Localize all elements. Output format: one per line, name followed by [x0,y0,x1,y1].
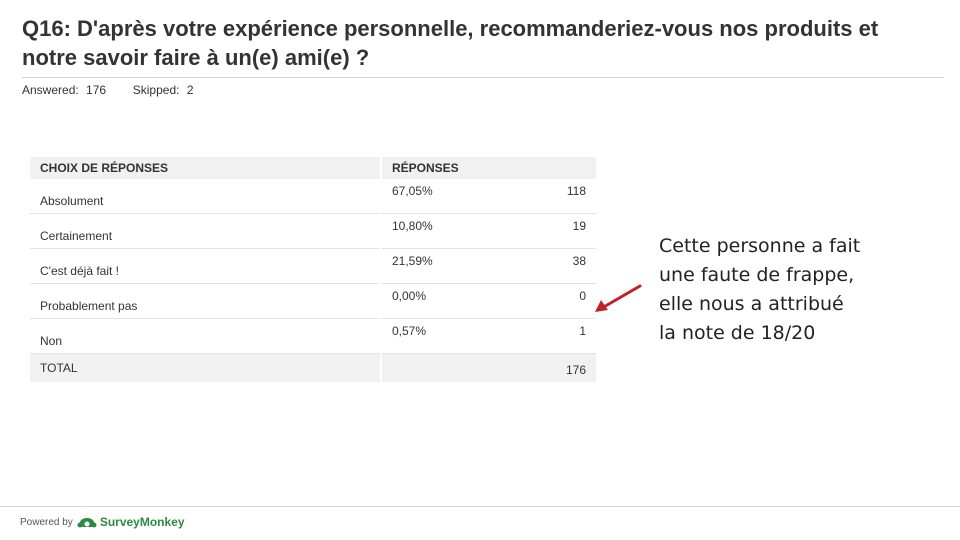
header-responses: RÉPONSES [381,157,596,179]
skipped-value: 2 [186,83,194,97]
row-label: Absolument [30,179,382,214]
responses-table: CHOIX DE RÉPONSES RÉPONSES Absolument 67… [30,157,596,382]
note-line: Cette personne a fait [659,235,861,257]
row-percent: 10,80% [381,213,512,249]
answered-label: Answered: [22,83,79,97]
question-title: Q16: D'après votre expérience personnell… [22,16,879,70]
row-count: 0 [511,283,596,319]
table-row: C'est déjà fait ! 21,59% 38 [30,248,596,284]
brand-name[interactable]: SurveyMonkey [99,515,185,529]
row-count: 19 [511,213,596,249]
row-label: Non [30,318,382,354]
response-stats: Answered: 176 Skipped: 2 [22,83,198,97]
row-count: 118 [511,179,596,214]
skipped-label: Skipped: [132,83,180,97]
row-percent: 67,05% [381,179,512,214]
total-label: TOTAL [30,353,382,382]
row-label: Probablement pas [30,283,382,319]
row-percent: 21,59% [381,248,512,284]
powered-by-label: Powered by [20,516,73,528]
row-label: Certainement [30,213,382,249]
table-row: Probablement pas 0,00% 0 [30,283,596,319]
annotation-arrow-icon [595,284,642,312]
footer: Powered by SurveyMonkey [20,515,185,529]
annotation-note: Cette personne a fait une faute de frapp… [659,232,899,348]
total-row: TOTAL 176 [30,353,596,382]
row-count: 1 [511,318,596,354]
header-choices: CHOIX DE RÉPONSES [30,157,382,179]
surveymonkey-logo-icon [77,518,97,528]
note-line: une faute de frappe, [659,264,855,286]
answered-value: 176 [86,83,107,97]
row-percent: 0,00% [381,283,512,319]
table-row: Absolument 67,05% 118 [30,179,596,214]
note-line: elle nous a attribué [659,293,844,315]
table-row: Certainement 10,80% 19 [30,213,596,249]
table-row: Non 0,57% 1 [30,318,596,354]
total-spacer [381,353,512,382]
total-value: 176 [511,353,596,382]
row-label: C'est déjà fait ! [30,248,382,284]
title-divider [22,77,944,78]
row-count: 38 [511,248,596,284]
footer-divider [0,506,960,507]
row-percent: 0,57% [381,318,512,354]
table-header-row: CHOIX DE RÉPONSES RÉPONSES [30,157,596,179]
note-line: la note de 18/20 [659,322,816,344]
